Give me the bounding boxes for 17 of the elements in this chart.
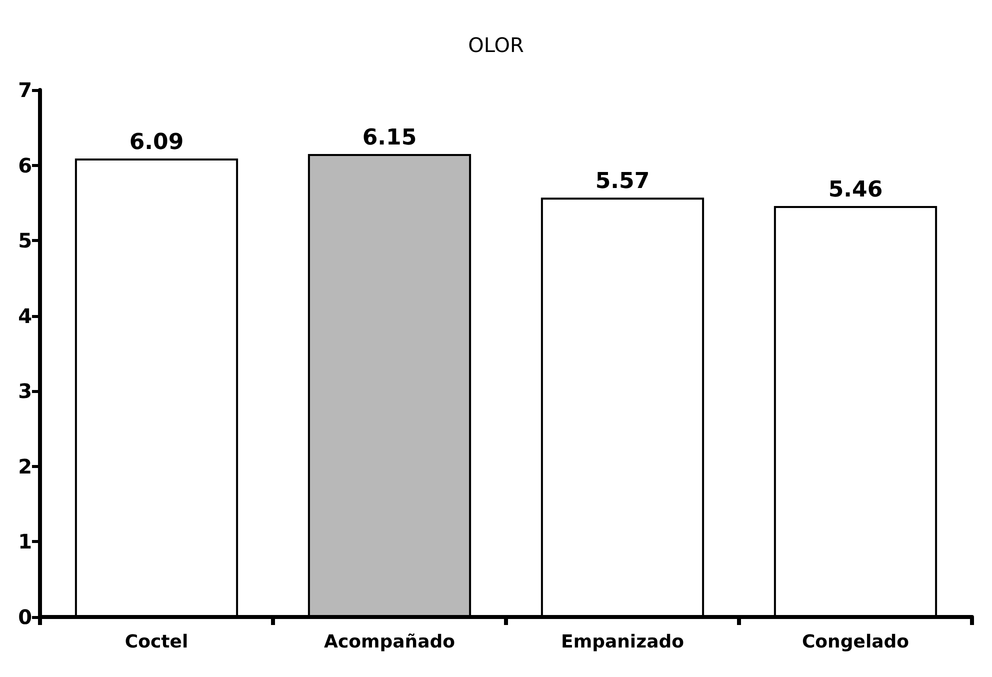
y-tick-label: 3 (18, 379, 32, 404)
chart-title: OLOR (468, 33, 524, 57)
x-tick-label: Congelado (802, 632, 910, 652)
x-tick-label: Acompañado (324, 632, 455, 652)
data-label: 6.09 (129, 130, 184, 156)
x-tick-label: Coctel (124, 632, 188, 652)
data-label: 5.46 (828, 177, 883, 202)
y-tick-label: 4 (18, 304, 32, 328)
y-tick-label: 2 (18, 454, 32, 478)
y-tick-label: 0 (18, 605, 32, 629)
y-tick-label: 5 (18, 228, 32, 253)
y-tick-label: 7 (18, 78, 32, 102)
data-label: 6.15 (362, 125, 417, 150)
y-tick-label: 1 (18, 530, 32, 554)
x-tick-label: Empanizado (561, 632, 684, 652)
data-label: 5.57 (595, 169, 650, 194)
y-tick-label: 6 (18, 153, 32, 178)
